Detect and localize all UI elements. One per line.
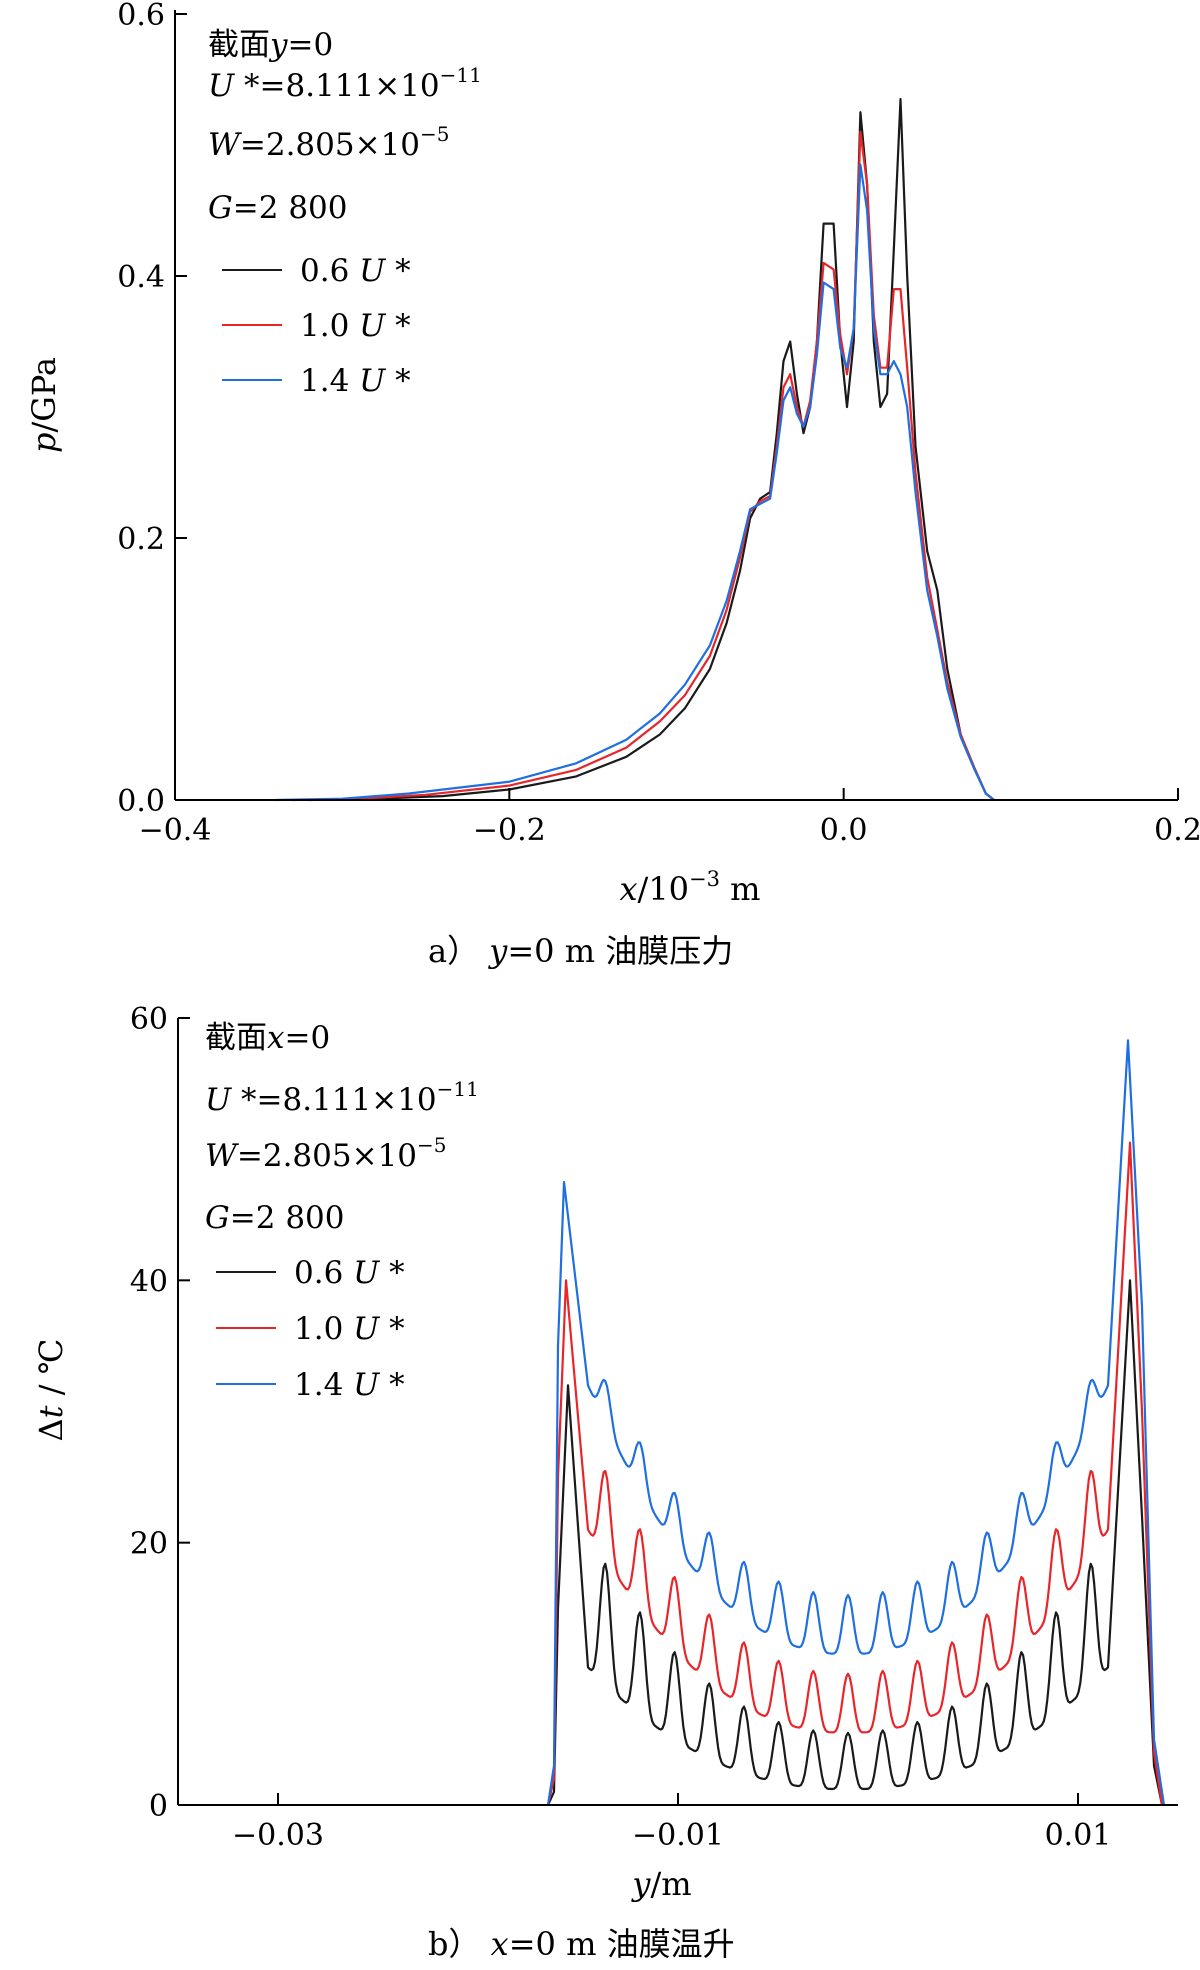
chart-b-series-line-2 (546, 1039, 1166, 1806)
chart-b-annotation-w: W=2.805×10−5 (205, 1133, 447, 1174)
chart-a-x-tick-label: 0.0 (820, 813, 868, 848)
chart-a-series-line-0 (308, 98, 995, 802)
chart-a-annotation-u: U *=8.111×10−11 (208, 63, 482, 104)
chart-b-temperature: 0 20 40 60 −0.03 −0.01 0.01 截面x=0 U *=8.111×10… (32, 1002, 1178, 1963)
chart-b-y-tick-label: 20 (130, 1527, 168, 1562)
chart-a-legend-10: 1.0 U * (300, 308, 411, 344)
chart-a-y-tick-label: 0.4 (117, 260, 165, 295)
chart-a-x-tick-label: 0.2 (1154, 813, 1200, 848)
chart-a-ticks: 0.0 0.2 0.4 0.6 −0.4 −0.2 0.0 0.2 (117, 0, 1200, 848)
chart-a-annotation-w: W=2.805×10−5 (208, 122, 450, 163)
chart-a-legend-06: 0.6 U * (300, 253, 411, 289)
chart-b-legend-06: 0.6 U * (294, 1255, 405, 1291)
chart-b-y-tick-label: 0 (149, 1789, 168, 1824)
chart-b-annotation-section: 截面x=0 (205, 1020, 330, 1056)
chart-a-x-tick-label: −0.2 (473, 813, 546, 848)
chart-b-series-line-1 (546, 1141, 1164, 1806)
chart-b-caption: b） x=0 m 油膜温升 (428, 1925, 735, 1963)
chart-a-annotation-section: 截面y=0 (208, 27, 333, 63)
chart-a-x-label: x/10−3 m (619, 867, 760, 908)
chart-b-series (546, 1039, 1166, 1806)
chart-a-x-tick-label: −0.4 (139, 813, 212, 848)
chart-b-annotation-u: U *=8.111×10−11 (205, 1077, 479, 1118)
chart-a-caption: a） y=0 m 油膜压力 (428, 932, 733, 970)
chart-a-series (275, 98, 995, 802)
chart-b-annotation-g: G=2 800 (205, 1200, 345, 1236)
chart-b-y-tick-label: 60 (130, 1002, 168, 1037)
chart-a-pressure: 0.0 0.2 0.4 0.6 −0.4 −0.2 0.0 0.2 截面y=0 U *=8.1… (25, 0, 1200, 970)
chart-a-annotation-g: G=2 800 (208, 190, 348, 226)
chart-a-y-label: p/GPa (25, 357, 63, 453)
chart-b-legend-10: 1.0 U * (294, 1311, 405, 1347)
chart-a-series-line-1 (291, 130, 995, 802)
chart-b-series-line-0 (546, 1279, 1164, 1806)
chart-b-ticks: 0 20 40 60 −0.03 −0.01 0.01 (130, 1002, 1112, 1853)
chart-b-y-tick-label: 40 (130, 1264, 168, 1299)
chart-a-legend-14: 1.4 U * (300, 363, 411, 399)
chart-a-y-tick-label: 0.2 (117, 522, 165, 557)
chart-a-y-tick-label: 0.6 (117, 0, 165, 33)
chart-b-legend-14: 1.4 U * (294, 1367, 405, 1403)
chart-b-x-tick-label: 0.01 (1045, 1818, 1112, 1853)
chart-b-y-label: Δt / ℃ (32, 1339, 70, 1442)
chart-b-x-label: y/m (630, 1865, 691, 1903)
chart-a-y-tick-label: 0.0 (117, 784, 165, 819)
chart-a-series-line-2 (275, 163, 995, 802)
chart-b-x-tick-label: −0.03 (232, 1818, 324, 1853)
chart-b-x-tick-label: −0.01 (632, 1818, 724, 1853)
